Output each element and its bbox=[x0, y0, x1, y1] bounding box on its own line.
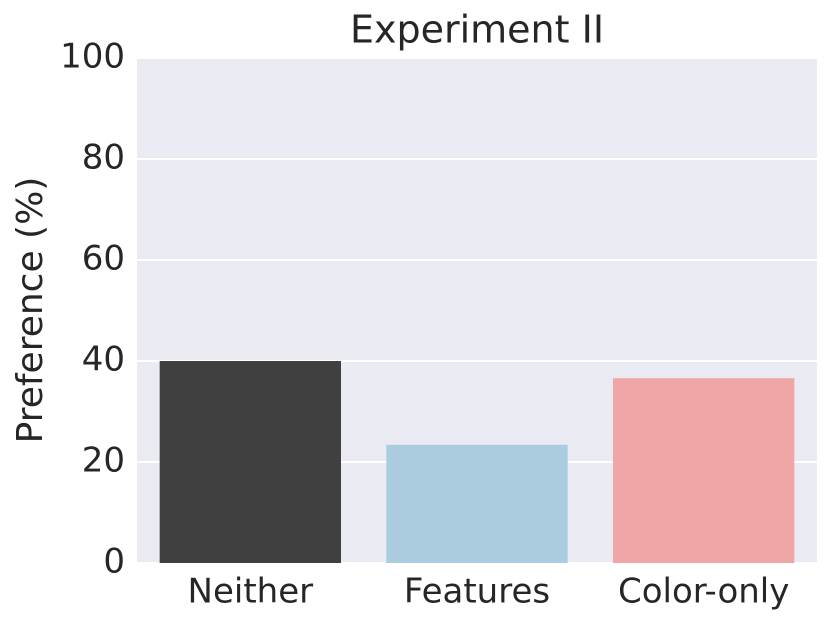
bar bbox=[159, 361, 341, 563]
x-tick-label: Color-only bbox=[618, 572, 789, 612]
y-tick-label: 60 bbox=[82, 239, 125, 279]
x-tick-label: Neither bbox=[188, 572, 314, 612]
y-tick-label: 0 bbox=[103, 542, 125, 582]
bar bbox=[613, 378, 795, 563]
y-tick-label: 100 bbox=[60, 37, 125, 77]
y-axis-label: Preference (%) bbox=[10, 177, 51, 444]
bar bbox=[386, 444, 568, 563]
y-tick-label: 20 bbox=[82, 441, 125, 481]
y-tick-label: 40 bbox=[82, 340, 125, 380]
x-tick-label: Features bbox=[404, 572, 550, 612]
chart-title: Experiment II bbox=[350, 8, 604, 52]
y-tick-label: 80 bbox=[82, 138, 125, 178]
